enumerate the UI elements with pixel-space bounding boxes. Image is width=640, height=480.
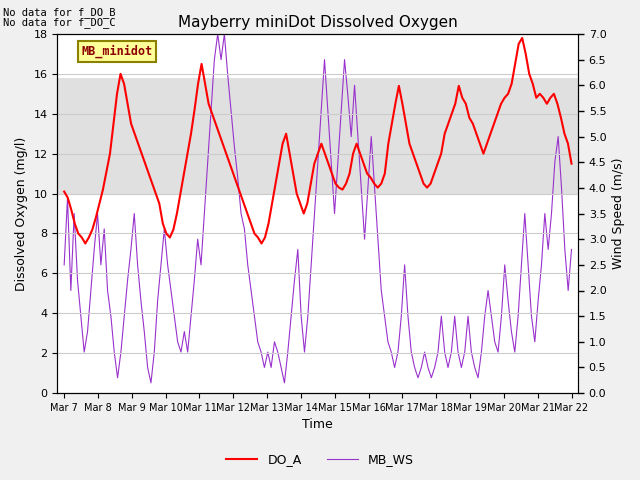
Text: No data for f_DO_C: No data for f_DO_C — [3, 17, 116, 28]
Line: MB_WS: MB_WS — [64, 34, 572, 383]
Title: Mayberry miniDot Dissolved Oxygen: Mayberry miniDot Dissolved Oxygen — [178, 15, 458, 30]
DO_A — [88, 227, 96, 232]
DO_A — [518, 35, 526, 41]
Text: No data for f_DO_B: No data for f_DO_B — [3, 7, 116, 18]
DO_A — [448, 111, 456, 117]
MB_WS — [214, 31, 221, 37]
Y-axis label: Wind Speed (m/s): Wind Speed (m/s) — [612, 158, 625, 269]
MB_WS — [488, 313, 495, 319]
DO_A — [462, 101, 470, 107]
DO_A — [568, 161, 575, 167]
DO_A — [60, 189, 68, 194]
MB_WS — [147, 380, 155, 386]
Text: MB_minidot: MB_minidot — [82, 45, 153, 58]
MB_WS — [424, 365, 432, 371]
DO_A — [356, 151, 364, 156]
Bar — [58, 78, 579, 193]
MB_WS — [291, 277, 298, 283]
DO_A — [540, 95, 547, 101]
MB_WS — [568, 247, 575, 252]
MB_WS — [127, 247, 135, 252]
MB_WS — [93, 211, 101, 216]
DO_A — [81, 240, 89, 246]
MB_WS — [551, 159, 559, 165]
MB_WS — [60, 262, 68, 268]
Line: DO_A: DO_A — [64, 38, 572, 243]
DO_A — [64, 195, 72, 201]
Y-axis label: Dissolved Oxygen (mg/l): Dissolved Oxygen (mg/l) — [15, 136, 28, 291]
Legend: DO_A, MB_WS: DO_A, MB_WS — [221, 448, 419, 471]
X-axis label: Time: Time — [303, 419, 333, 432]
